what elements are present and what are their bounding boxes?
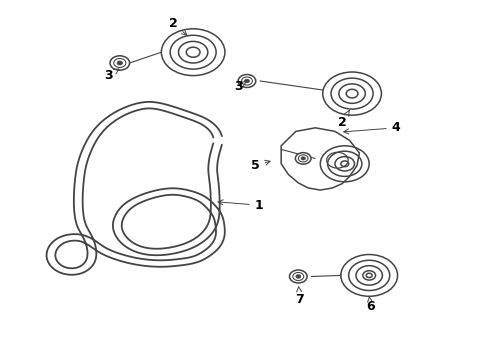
Text: 3: 3 [234,80,245,93]
Text: 5: 5 [250,159,269,172]
Text: 7: 7 [295,287,304,306]
Circle shape [295,275,300,278]
Text: 6: 6 [366,297,374,313]
Circle shape [117,61,122,65]
Text: 3: 3 [104,69,119,82]
Text: 2: 2 [337,111,348,129]
Circle shape [301,157,305,160]
Text: 2: 2 [169,17,186,35]
Circle shape [110,56,129,70]
Circle shape [244,79,249,83]
Text: 4: 4 [343,121,400,134]
Circle shape [289,270,306,283]
Circle shape [238,75,255,87]
Text: 1: 1 [218,199,263,212]
Circle shape [295,153,310,164]
